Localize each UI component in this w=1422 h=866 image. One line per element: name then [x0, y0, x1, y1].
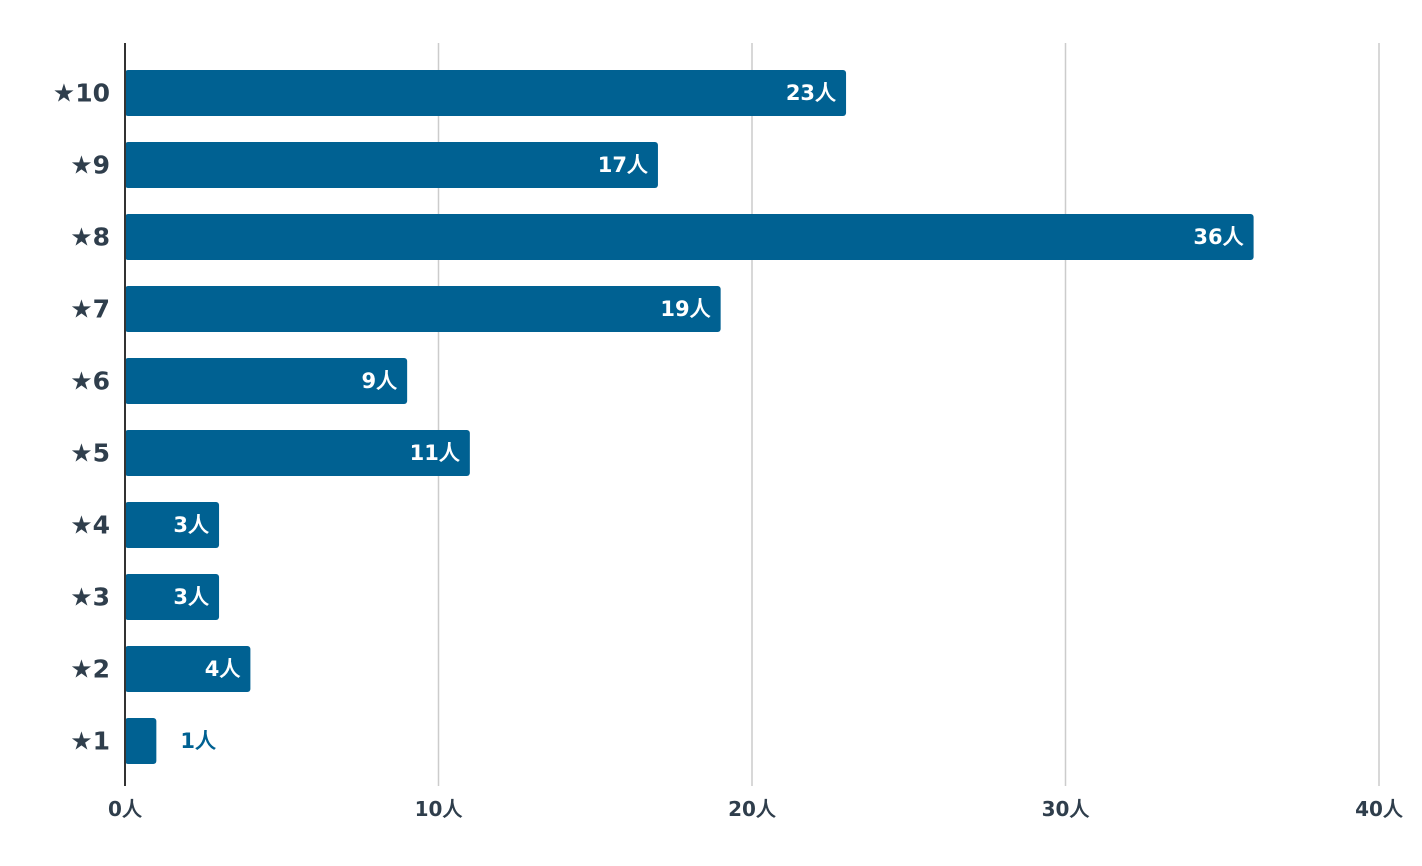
- category-label: ★5: [70, 439, 110, 468]
- category-label: ★6: [70, 367, 110, 396]
- x-tick-label: 10人: [415, 797, 464, 821]
- bar: [125, 430, 470, 476]
- bar: [125, 214, 1254, 260]
- data-label: 17人: [598, 153, 648, 177]
- data-label: 36人: [1193, 225, 1243, 249]
- bar: [125, 502, 220, 548]
- data-labels: 23人 17人 36人 19人 9人 11人 3人 3人 4人 1人: [173, 81, 1243, 753]
- category-label: ★10: [53, 79, 110, 108]
- category-labels: ★10 ★9 ★8 ★7 ★6 ★5 ★4 ★3 ★2 ★1: [53, 79, 110, 756]
- data-label: 4人: [205, 657, 241, 681]
- data-label: 1人: [180, 729, 216, 753]
- category-label: ★9: [70, 151, 110, 180]
- x-tick-label: 0人: [108, 797, 143, 821]
- data-label: 9人: [362, 369, 398, 393]
- category-label: ★2: [70, 655, 110, 684]
- bar: [125, 142, 658, 188]
- category-label: ★4: [70, 511, 110, 540]
- bar: [125, 646, 251, 692]
- grid-lines: [437, 43, 1380, 786]
- category-label: ★3: [70, 583, 110, 612]
- x-tick-labels: 0人 10人 20人 30人 40人: [108, 797, 1404, 821]
- bar: [125, 70, 847, 116]
- data-label: 23人: [786, 81, 836, 105]
- bar: [125, 718, 157, 764]
- data-label: 3人: [173, 513, 209, 537]
- bar: [125, 358, 408, 404]
- x-tick-label: 30人: [1042, 797, 1091, 821]
- x-tick-label: 20人: [728, 797, 777, 821]
- bar: [125, 574, 220, 620]
- data-label: 11人: [410, 441, 460, 465]
- category-label: ★7: [70, 295, 110, 324]
- category-label: ★1: [70, 727, 110, 756]
- bar: [125, 286, 721, 332]
- data-label: 19人: [660, 297, 710, 321]
- x-tick-label: 40人: [1355, 797, 1404, 821]
- data-label: 3人: [173, 585, 209, 609]
- category-label: ★8: [70, 223, 110, 252]
- bars: [125, 70, 1254, 764]
